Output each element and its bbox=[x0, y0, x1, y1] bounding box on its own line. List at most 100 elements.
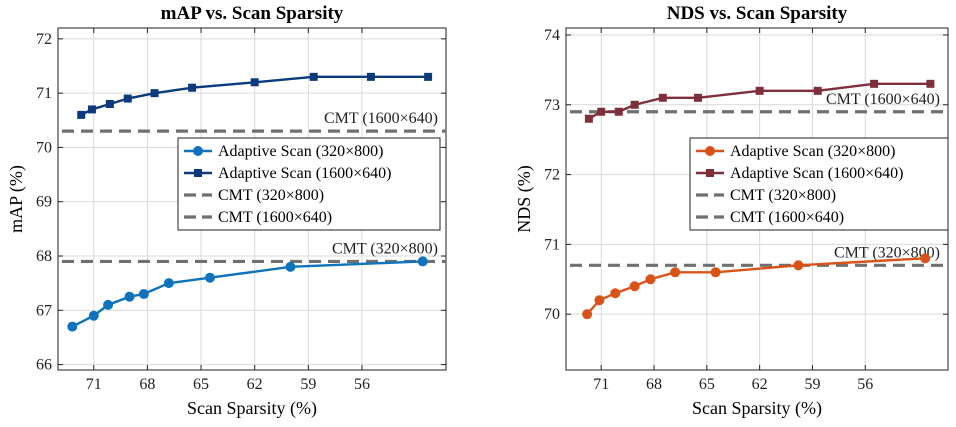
data-point bbox=[920, 253, 931, 264]
data-point bbox=[138, 289, 149, 299]
legend-entry: CMT (1600×640) bbox=[730, 209, 844, 226]
baseline-annotation: CMT (1600×640) bbox=[324, 110, 438, 127]
x-tick-label: 65 bbox=[699, 376, 715, 393]
legend-box bbox=[177, 137, 441, 231]
data-point bbox=[610, 288, 621, 299]
data-point bbox=[584, 114, 593, 123]
data-point bbox=[123, 94, 132, 103]
legend-entry: Adaptive Scan (1600×640) bbox=[218, 165, 391, 182]
y-tick-label: 74 bbox=[544, 27, 560, 44]
x-tick-label: 59 bbox=[804, 376, 820, 393]
data-point bbox=[597, 107, 606, 116]
data-point bbox=[285, 261, 296, 272]
data-point bbox=[309, 72, 318, 81]
axis-ticks: 71 68 65 62 59 56 70 71 72 73 74 bbox=[544, 27, 948, 393]
series-1 bbox=[77, 72, 433, 119]
data-point bbox=[103, 299, 114, 310]
y-tick-label: 71 bbox=[544, 236, 560, 253]
x-tick-label: 59 bbox=[300, 376, 316, 393]
x-tick-label: 71 bbox=[593, 376, 609, 393]
data-point bbox=[124, 291, 135, 302]
y-tick-label: 70 bbox=[36, 139, 52, 156]
x-axis-label: Scan Sparsity (%) bbox=[692, 398, 822, 419]
x-tick-label: 68 bbox=[646, 376, 662, 393]
legend-entry: Adaptive Scan (320×800) bbox=[730, 143, 895, 160]
data-point bbox=[88, 310, 99, 321]
map-chart: mAP vs. Scan Sparsity 71 68 65 62 59 56 66 67 68 6… bbox=[6, 3, 447, 419]
y-axis-label: NDS (%) bbox=[514, 165, 535, 233]
series-line bbox=[71, 260, 423, 328]
data-point bbox=[163, 278, 174, 289]
data-point bbox=[366, 72, 375, 81]
legend-entry: Adaptive Scan (320×800) bbox=[218, 143, 383, 160]
y-tick-label: 69 bbox=[36, 194, 52, 211]
data-point bbox=[250, 78, 259, 87]
baselines: CMT (320×800) CMT (1600×640) bbox=[570, 91, 948, 267]
x-tick-label: 71 bbox=[86, 376, 102, 393]
y-axis-label: mAP (%) bbox=[6, 165, 27, 233]
data-point bbox=[658, 93, 667, 102]
legend-entry: CMT (320×800) bbox=[730, 187, 836, 204]
data-point bbox=[105, 100, 114, 108]
y-tick-label: 73 bbox=[544, 97, 560, 114]
chart-title: NDS vs. Scan Sparsity bbox=[667, 3, 848, 24]
series-1 bbox=[584, 79, 935, 123]
data-point bbox=[150, 89, 159, 98]
baseline-annotation: CMT (1600×640) bbox=[826, 91, 940, 108]
legend-marker bbox=[193, 146, 203, 156]
data-point bbox=[629, 281, 640, 292]
legend-entry: CMT (1600×640) bbox=[218, 209, 332, 226]
y-tick-label: 71 bbox=[36, 85, 52, 102]
x-axis-label: Scan Sparsity (%) bbox=[187, 398, 317, 419]
legend-box bbox=[689, 137, 949, 231]
x-tick-label: 62 bbox=[752, 376, 768, 393]
legend-entry: Adaptive Scan (1600×640) bbox=[730, 165, 903, 182]
legend-marker bbox=[194, 169, 202, 177]
legend-marker bbox=[706, 169, 714, 177]
series-line bbox=[588, 82, 931, 120]
data-point bbox=[87, 105, 96, 114]
y-tick-label: 67 bbox=[36, 302, 52, 319]
baseline-annotation: CMT (320×800) bbox=[834, 244, 940, 261]
data-point bbox=[582, 309, 593, 320]
series-0 bbox=[67, 256, 428, 332]
baseline-annotation: CMT (320×800) bbox=[332, 240, 438, 257]
data-point bbox=[594, 295, 605, 306]
data-point bbox=[813, 86, 822, 95]
data-point bbox=[77, 110, 86, 119]
x-tick-label: 68 bbox=[139, 376, 155, 393]
data-point bbox=[417, 256, 428, 267]
data-point bbox=[614, 107, 623, 116]
data-point bbox=[188, 83, 197, 92]
data-point bbox=[710, 267, 721, 278]
data-point bbox=[670, 267, 681, 278]
plot-frame bbox=[57, 27, 447, 371]
legend-entry: CMT (320×800) bbox=[218, 187, 324, 204]
chart-title: mAP vs. Scan Sparsity bbox=[161, 3, 344, 24]
baselines: CMT (320×800)CMT (1600×640) bbox=[62, 110, 446, 264]
data-point bbox=[67, 321, 78, 332]
y-tick-label: 72 bbox=[36, 31, 52, 48]
y-tick-label: 66 bbox=[36, 357, 52, 374]
x-tick-label: 65 bbox=[193, 376, 209, 393]
data-point bbox=[645, 274, 656, 285]
data-point bbox=[870, 79, 879, 88]
legend: Adaptive Scan (320×800) Adaptive Scan (16… bbox=[689, 137, 949, 231]
series-line bbox=[80, 75, 429, 116]
x-tick-label: 56 bbox=[857, 376, 873, 393]
data-point bbox=[694, 93, 703, 102]
data-point bbox=[424, 72, 433, 81]
legend: Adaptive Scan (320×800) Adaptive Scan (16… bbox=[177, 137, 441, 231]
legend-marker bbox=[705, 146, 715, 156]
axis-ticks: 71 68 65 62 59 56 66 67 68 69 70 71 72 bbox=[36, 28, 446, 393]
y-tick-label: 68 bbox=[36, 248, 52, 265]
data-point bbox=[926, 79, 935, 88]
x-tick-label: 56 bbox=[354, 376, 370, 393]
data-point bbox=[793, 260, 804, 271]
y-tick-label: 72 bbox=[544, 167, 560, 184]
y-tick-label: 70 bbox=[544, 306, 560, 323]
data-point bbox=[204, 272, 215, 283]
data-point bbox=[755, 86, 764, 95]
